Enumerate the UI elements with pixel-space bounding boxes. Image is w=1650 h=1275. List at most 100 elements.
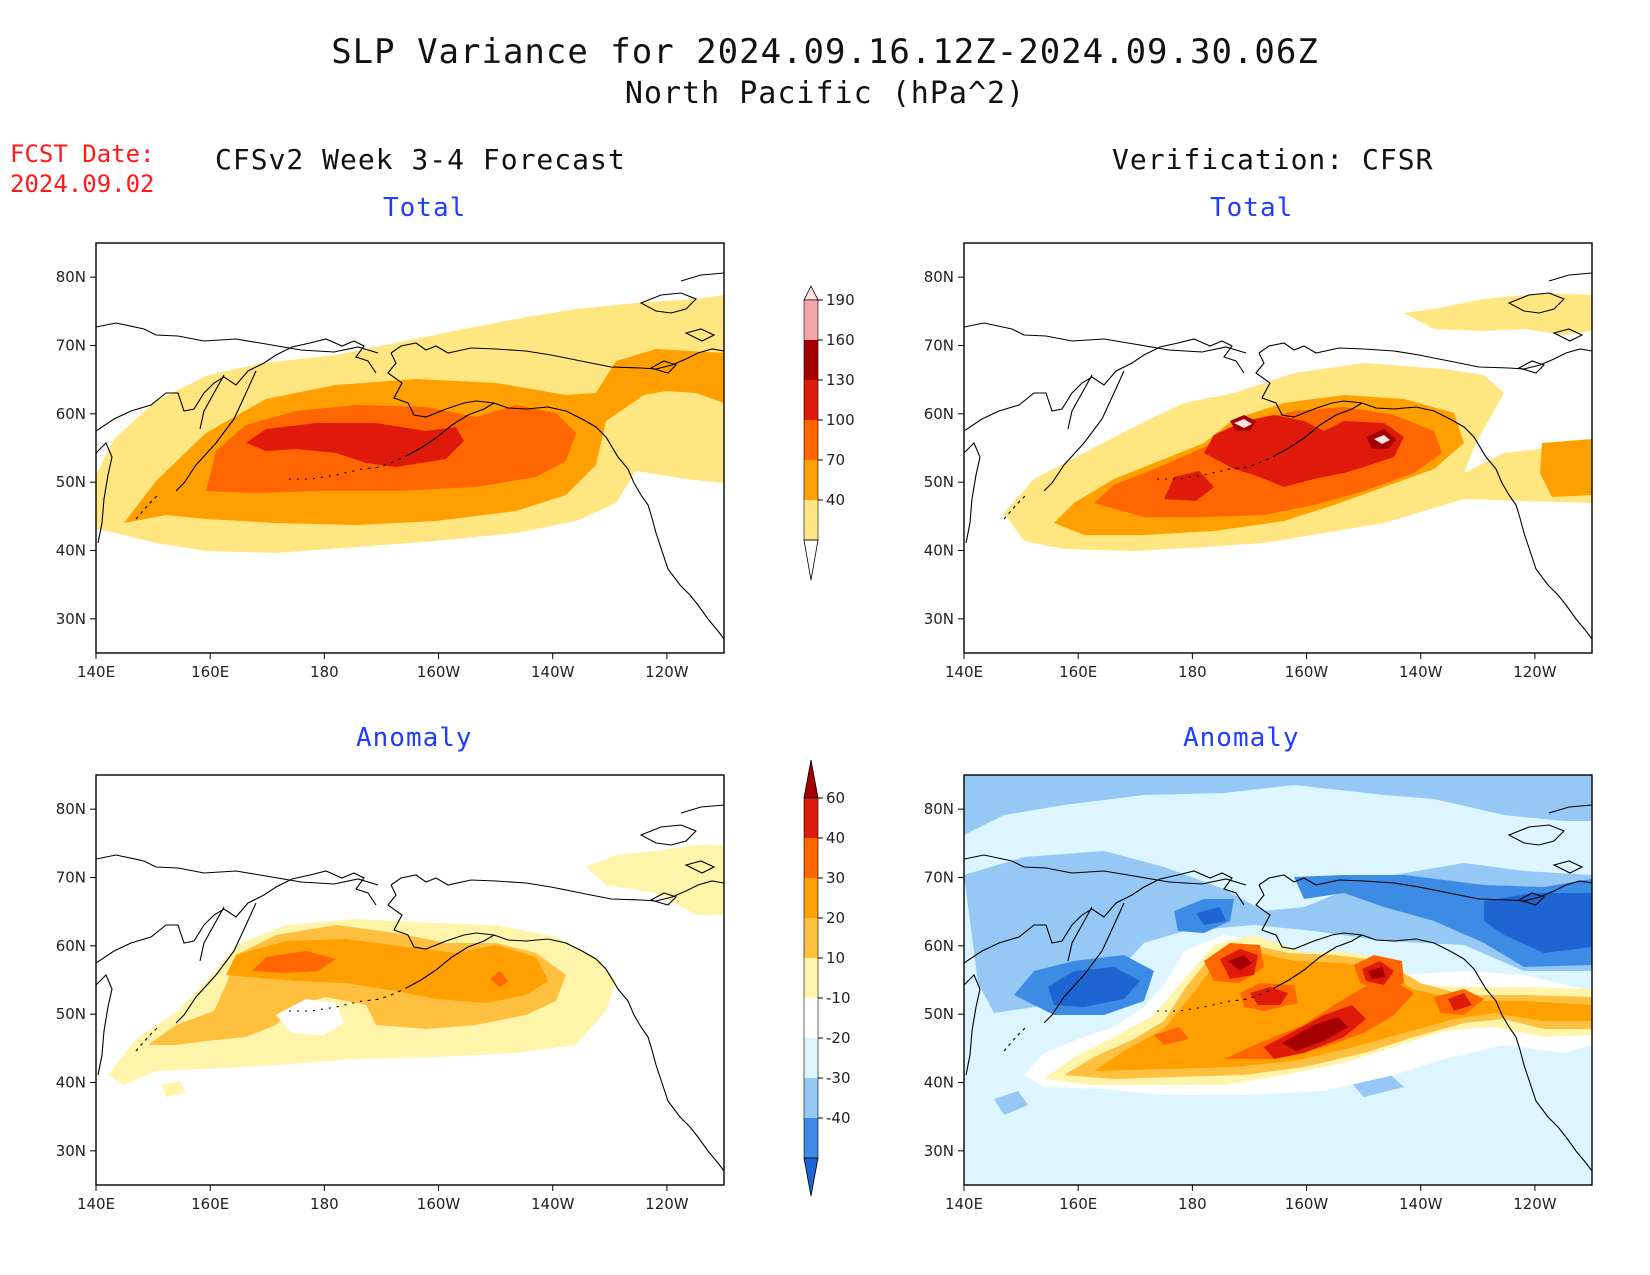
verification-total-map	[963, 242, 1593, 654]
forecast-date-value: 2024.09.02	[10, 170, 155, 198]
lat-tick-label: 50N	[56, 473, 86, 491]
colorbar-segment	[804, 878, 818, 918]
lat-tick-label: 80N	[924, 268, 954, 286]
colorbar-tick-label: 130	[826, 371, 855, 389]
colorbar-segment	[804, 460, 818, 500]
lon-tick-label: 180	[310, 663, 339, 681]
forecast-total-label: Total	[383, 193, 467, 223]
figure-title: SLP Variance for 2024.09.16.12Z-2024.09.…	[331, 32, 1319, 72]
verification-anomaly-label: Anomaly	[1183, 723, 1300, 753]
lon-tick-label: 140W	[1399, 1195, 1443, 1213]
lon-tick-label: 120W	[645, 663, 689, 681]
axis-tick-labels: 80N 70N 60N 50N 40N 30N 140E 160E 180 160W 140W 120…	[56, 268, 1557, 1213]
lon-tick-label: 160E	[1059, 1195, 1097, 1213]
lon-tick-label: 140W	[1399, 663, 1443, 681]
colorbar-tick-label: 60	[826, 789, 845, 807]
lat-tick-label: 60N	[56, 937, 86, 955]
lon-tick-label: 160E	[1059, 663, 1097, 681]
colorbar-segment	[804, 1038, 818, 1078]
lon-tick-label: 160W	[417, 1195, 461, 1213]
lon-tick-label: 160E	[191, 1195, 229, 1213]
colorbar-tick-label: 190	[826, 291, 855, 309]
lat-tick-label: 70N	[924, 869, 954, 887]
verification-anomaly-map	[963, 774, 1593, 1186]
colorbar-segment	[804, 340, 818, 380]
lat-tick-label: 50N	[924, 1005, 954, 1023]
forecast-anomaly-label: Anomaly	[356, 723, 473, 753]
right-column-title: Verification: CFSR	[1112, 143, 1434, 176]
lat-tick-label: 40N	[56, 542, 86, 560]
lat-tick-label: 30N	[924, 1142, 954, 1160]
lon-tick-label: 160W	[1285, 1195, 1329, 1213]
colorbar-segment	[804, 918, 818, 958]
lon-tick-label: 180	[1178, 1195, 1207, 1213]
figure-subtitle: North Pacific (hPa^2)	[624, 76, 1026, 111]
colorbar-tick-label: -10	[826, 989, 851, 1007]
colorbar-tick-label: 10	[826, 949, 845, 967]
lon-tick-label: 180	[1178, 663, 1207, 681]
colorbar-tick-label: -30	[826, 1069, 851, 1087]
lon-tick-label: 180	[310, 1195, 339, 1213]
lat-tick-label: 40N	[924, 542, 954, 560]
lat-tick-label: 80N	[56, 268, 86, 286]
lat-tick-label: 50N	[56, 1005, 86, 1023]
lat-tick-label: 80N	[56, 800, 86, 818]
colorbar-segment	[804, 958, 818, 998]
colorbar-tick-label: 160	[826, 331, 855, 349]
colorbar-tick-label: 40	[826, 491, 845, 509]
colorbar-segment	[804, 838, 818, 878]
colorbar-segment	[804, 420, 818, 460]
total-colorbar: 40 70 100 130 160 190	[803, 285, 855, 581]
colorbar-segment	[804, 1078, 818, 1118]
colorbar-frame	[803, 797, 819, 1159]
lon-tick-label: 120W	[1513, 663, 1557, 681]
colorbar-segment	[804, 1118, 818, 1158]
lat-tick-label: 60N	[924, 937, 954, 955]
colorbar-tick-label: 40	[826, 829, 845, 847]
colorbar-arrow-bottom	[803, 1157, 819, 1197]
lon-tick-label: 140E	[77, 1195, 115, 1213]
colorbar-tick-label: -20	[826, 1029, 851, 1047]
lon-tick-label: 140E	[945, 1195, 983, 1213]
lon-tick-label: 120W	[645, 1195, 689, 1213]
forecast-date-label: FCST Date:	[10, 140, 155, 168]
colorbar-segment	[804, 500, 818, 540]
colorbar-segment	[804, 998, 818, 1038]
lon-tick-label: 160W	[1285, 663, 1329, 681]
lat-tick-label: 60N	[56, 405, 86, 423]
colorbar-tick-label: 30	[826, 869, 845, 887]
lon-tick-label: 120W	[1513, 1195, 1557, 1213]
lon-tick-label: 140E	[77, 663, 115, 681]
lat-tick-label: 30N	[56, 610, 86, 628]
anomaly-colorbar: -40 -30 -20 -10 10 20 30 40 60	[803, 759, 851, 1197]
lat-tick-label: 80N	[924, 800, 954, 818]
colorbar-tick-label: 70	[826, 451, 845, 469]
lat-tick-label: 40N	[924, 1074, 954, 1092]
lat-tick-label: 40N	[56, 1074, 86, 1092]
lon-tick-label: 160E	[191, 663, 229, 681]
verification-total-label: Total	[1210, 193, 1294, 223]
lon-tick-label: 140E	[945, 663, 983, 681]
colorbar-segment	[804, 798, 818, 838]
lat-tick-label: 50N	[924, 473, 954, 491]
colorbar-tick-label: 20	[826, 909, 845, 927]
colorbar-segment	[804, 300, 818, 340]
colorbar-segment	[804, 380, 818, 420]
colorbar-arrow-top	[803, 759, 819, 799]
lat-tick-label: 70N	[924, 337, 954, 355]
lon-tick-label: 140W	[531, 663, 575, 681]
lat-tick-label: 30N	[56, 1142, 86, 1160]
lon-tick-label: 160W	[417, 663, 461, 681]
forecast-anomaly-map	[95, 774, 725, 1186]
forecast-total-map	[95, 242, 725, 654]
lat-tick-label: 70N	[56, 337, 86, 355]
lat-tick-label: 60N	[924, 405, 954, 423]
colorbar-arrow-top	[803, 285, 819, 301]
colorbar-arrow-bottom	[803, 539, 819, 581]
lat-tick-label: 30N	[924, 610, 954, 628]
lat-tick-label: 70N	[56, 869, 86, 887]
colorbar-tick-label: -40	[826, 1109, 851, 1127]
left-column-title: CFSv2 Week 3-4 Forecast	[215, 143, 626, 176]
lon-tick-label: 140W	[531, 1195, 575, 1213]
